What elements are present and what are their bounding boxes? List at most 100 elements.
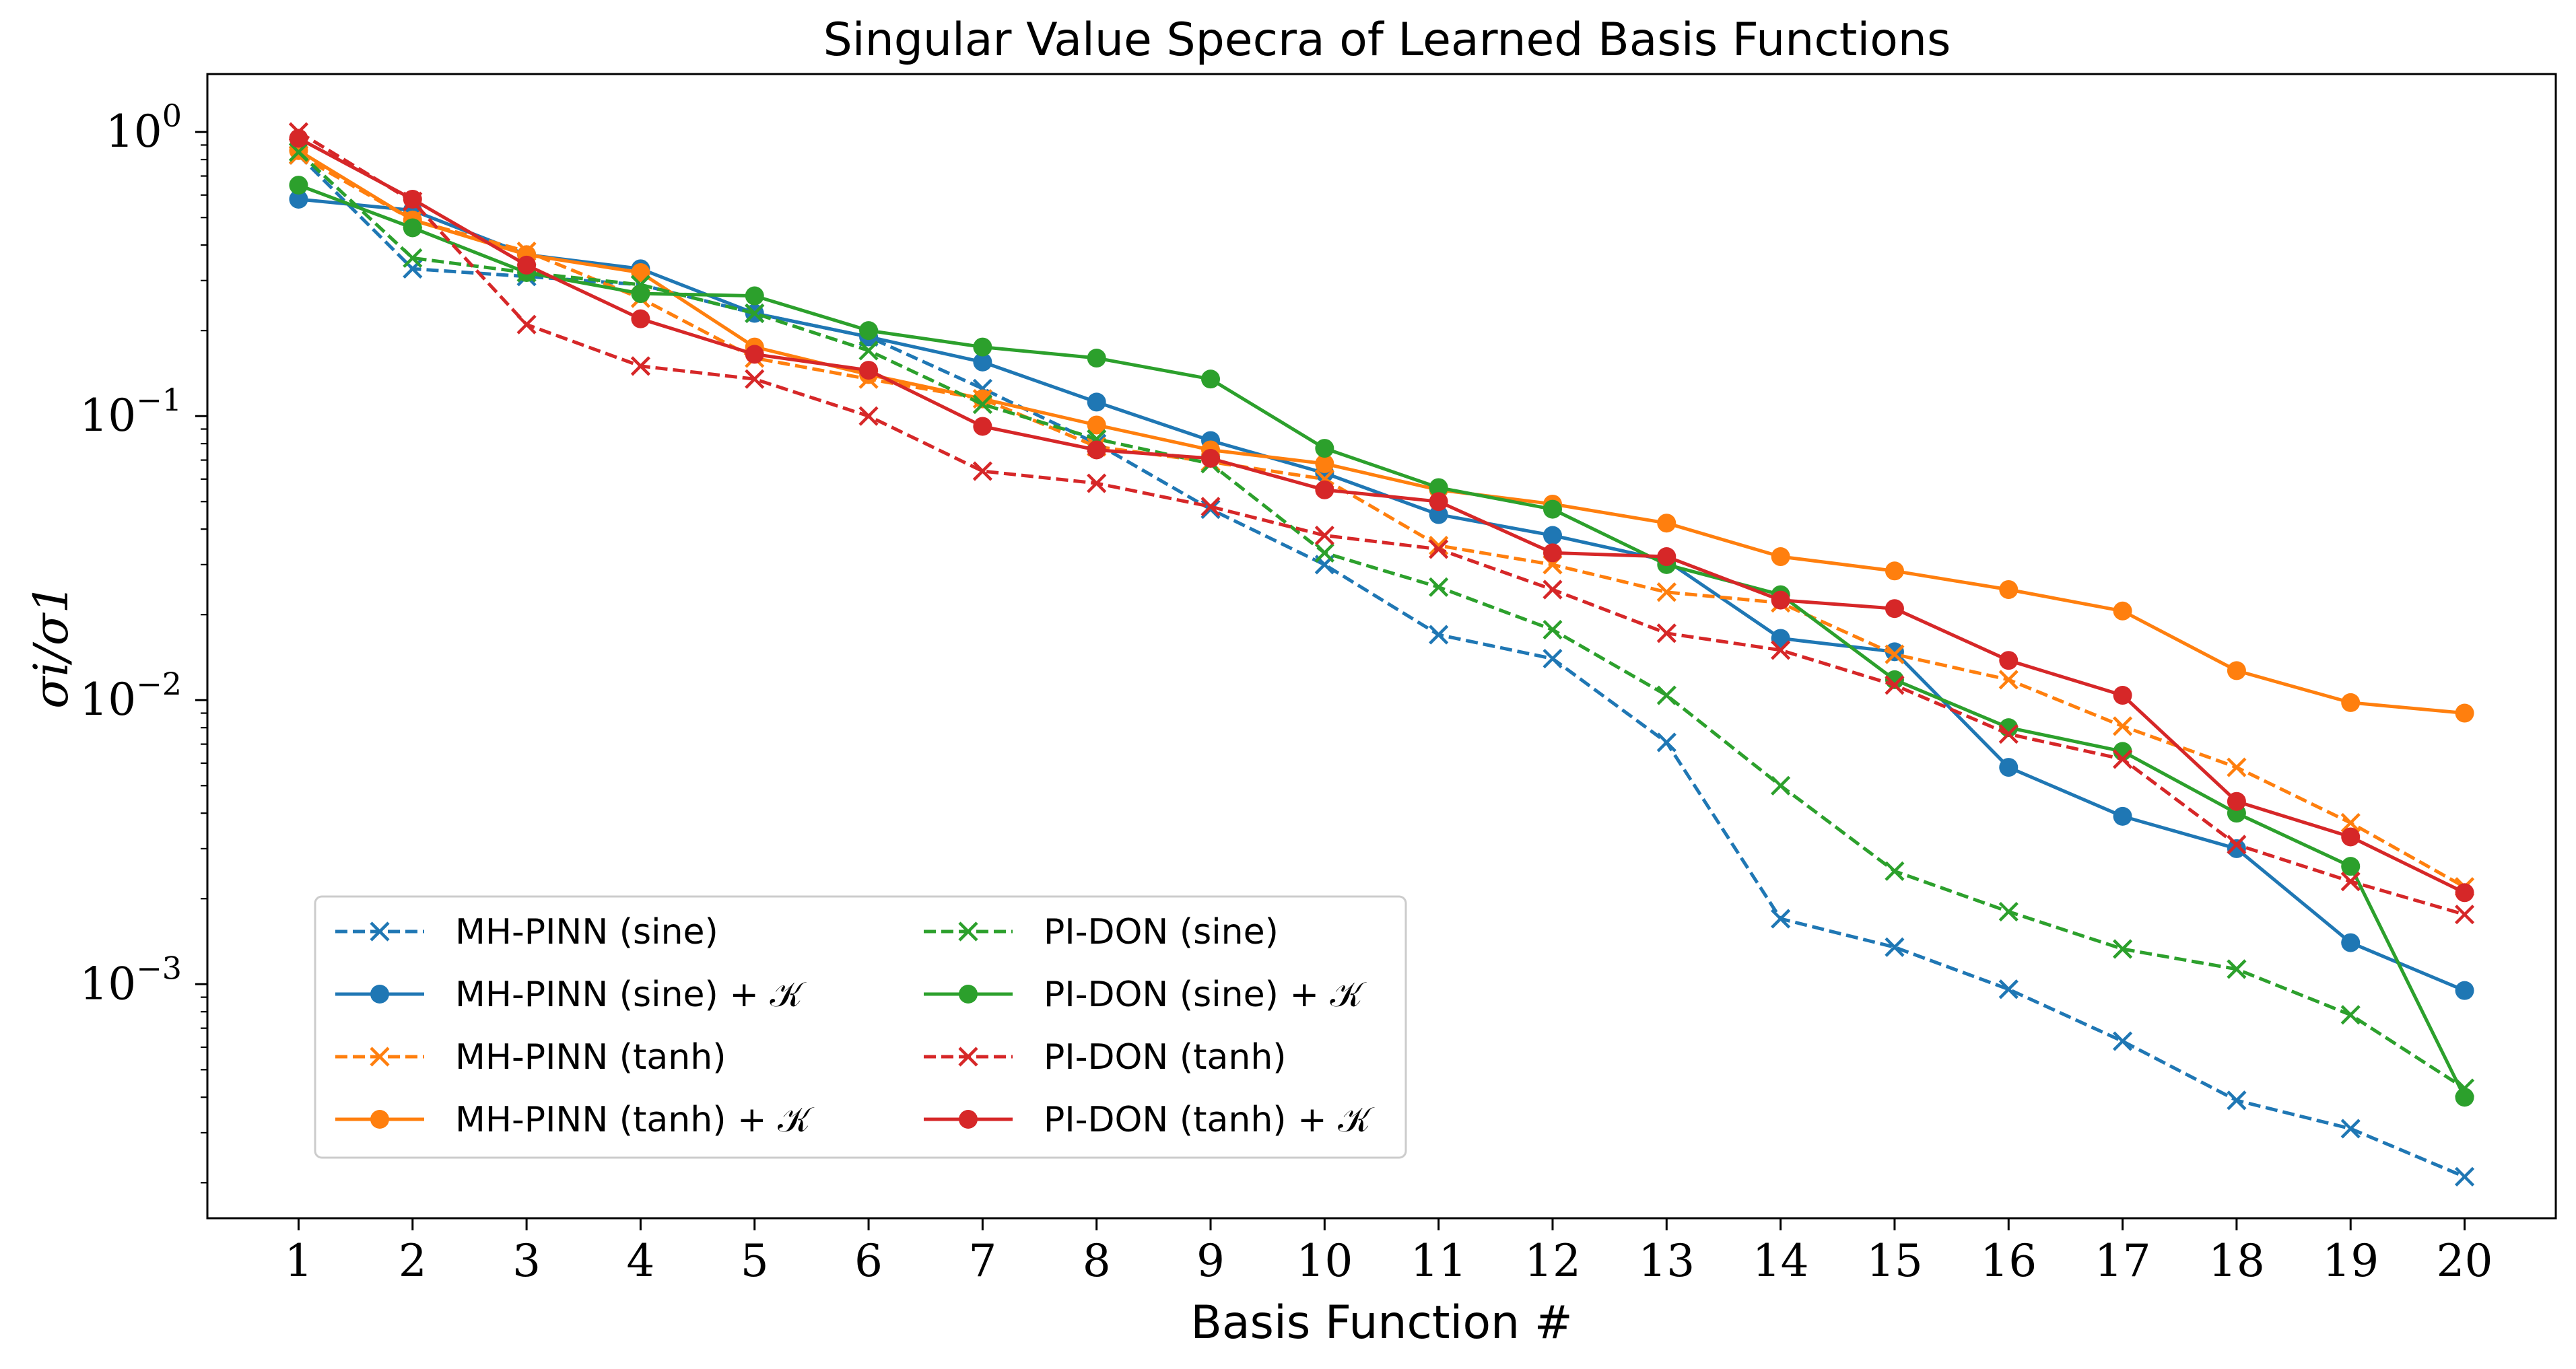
series-line (298, 149, 2465, 715)
legend-item: MH-PINN (tanh) (335, 1037, 726, 1078)
data-point-circle-marker (2113, 686, 2132, 705)
y-tick-label: 10−2 (79, 666, 182, 726)
y-axis-label: σi/σ1 (24, 584, 79, 709)
series-line (298, 130, 2466, 917)
data-point-x-marker (1543, 619, 1563, 640)
x-tick-label: 9 (1196, 1235, 1225, 1287)
y-tick-base: 10 (106, 106, 162, 157)
data-point-circle-marker (403, 218, 422, 238)
series-6 (288, 122, 2475, 925)
x-tick-label: 7 (968, 1235, 996, 1287)
data-point-circle-marker (1543, 543, 1562, 563)
legend-item: PI-DON (sine) (924, 912, 1279, 952)
y-tick-label: 10−1 (79, 382, 182, 442)
data-point-x-marker (958, 1047, 978, 1067)
plot-area (288, 122, 2475, 1187)
data-point-circle-marker (2455, 1088, 2474, 1107)
data-point-circle-marker (403, 189, 422, 209)
y-tick-exponent: 0 (162, 98, 182, 134)
data-point-circle-marker (1771, 629, 1790, 648)
data-point-circle-marker (973, 417, 992, 436)
data-point-x-marker (972, 461, 992, 481)
data-point-x-marker (2227, 757, 2247, 777)
legend-label: MH-PINN (sine) (455, 912, 718, 952)
data-point-circle-marker (1087, 349, 1106, 368)
data-point-x-marker (2340, 1119, 2361, 1139)
data-point-x-marker (288, 142, 309, 162)
data-point-circle-marker (289, 189, 308, 209)
data-point-circle-marker (859, 321, 879, 341)
data-point-circle-marker (859, 361, 879, 380)
data-point-x-marker (2112, 749, 2133, 769)
data-point-x-marker (1885, 937, 1905, 957)
data-point-x-marker (2454, 1166, 2475, 1187)
legend: MH-PINN (sine) MH-PINN (sine) + 𝒦 MH-PINN … (314, 895, 1407, 1159)
data-point-circle-marker (631, 309, 650, 328)
x-tick-label: 2 (399, 1235, 427, 1287)
data-point-circle-marker (2455, 981, 2474, 1000)
data-point-circle-marker (1771, 547, 1790, 567)
data-point-x-marker (858, 406, 879, 426)
data-point-circle-marker (1999, 580, 2019, 599)
data-point-circle-marker (1543, 526, 1562, 545)
series-line (298, 153, 2466, 888)
data-point-x-marker (972, 394, 992, 415)
data-point-circle-marker (1885, 599, 1904, 619)
data-point-x-marker (1656, 582, 1676, 602)
x-tick-label: 15 (1866, 1235, 1923, 1287)
data-point-x-marker (1998, 901, 2019, 922)
data-point-x-marker (1656, 685, 1676, 705)
data-point-circle-marker (2227, 839, 2246, 858)
x-tick-label: 13 (1638, 1235, 1695, 1287)
data-point-circle-marker (2227, 661, 2246, 680)
data-point-circle-marker (1087, 440, 1106, 460)
y-tick-base: 10 (79, 390, 136, 442)
axes: 1 2 3 4 5 6 7 8 9 10 11 12 13 14 15 16 17 18 19 2010010−110… (79, 98, 2493, 1287)
data-point-x-marker (1314, 542, 1334, 563)
legend-label: PI-DON (tanh) + 𝒦 (1044, 1100, 1375, 1140)
data-point-circle-marker (1429, 492, 1448, 512)
data-point-circle-marker (289, 176, 308, 195)
data-point-x-marker (1771, 909, 1791, 929)
x-tick-label: 3 (512, 1235, 541, 1287)
data-point-circle-marker (745, 286, 764, 306)
data-point-x-marker (1885, 644, 1905, 664)
data-point-x-marker (2112, 939, 2133, 959)
x-tick-label: 14 (1753, 1235, 1809, 1287)
x-tick-label: 16 (1980, 1235, 2037, 1287)
data-point-x-marker (1885, 861, 1905, 881)
data-point-circle-marker (1315, 439, 1334, 458)
data-point-x-marker (1429, 539, 1449, 559)
data-point-x-marker (1998, 670, 2019, 690)
data-point-x-marker (630, 356, 651, 376)
legend-label: PI-DON (sine) + 𝒦 (1044, 975, 1367, 1015)
data-point-circle-marker (2227, 792, 2246, 811)
data-point-x-marker (745, 303, 765, 324)
data-point-circle-marker (1657, 547, 1676, 567)
data-point-x-marker (1998, 724, 2019, 744)
data-point-x-marker (1771, 640, 1791, 660)
x-tick-label: 12 (1524, 1235, 1581, 1287)
data-point-circle-marker (1885, 561, 1904, 581)
data-point-circle-marker (1315, 454, 1334, 473)
data-point-x-marker (1771, 775, 1791, 796)
data-point-circle-marker (2113, 601, 2132, 621)
x-axis-label: Basis Function # (1190, 1296, 1573, 1349)
x-tick-label: 5 (741, 1235, 769, 1287)
x-tick-label: 18 (2208, 1235, 2265, 1287)
data-point-circle-marker (959, 985, 978, 1004)
data-point-circle-marker (745, 345, 764, 364)
x-tick-label: 19 (2322, 1235, 2379, 1287)
legend-label: PI-DON (sine) (1044, 912, 1279, 952)
data-point-circle-marker (2455, 703, 2474, 723)
data-point-x-marker (1429, 625, 1449, 645)
data-point-x-marker (1543, 648, 1563, 669)
data-point-x-marker (1998, 979, 2019, 999)
y-tick-label: 10−3 (79, 950, 182, 1010)
x-tick-label: 6 (854, 1235, 883, 1287)
data-point-x-marker (2227, 835, 2247, 855)
x-tick-label: 8 (1083, 1235, 1111, 1287)
data-point-circle-marker (2341, 857, 2361, 876)
legend-label: MH-PINN (tanh) (455, 1037, 726, 1078)
data-point-circle-marker (2113, 806, 2132, 826)
